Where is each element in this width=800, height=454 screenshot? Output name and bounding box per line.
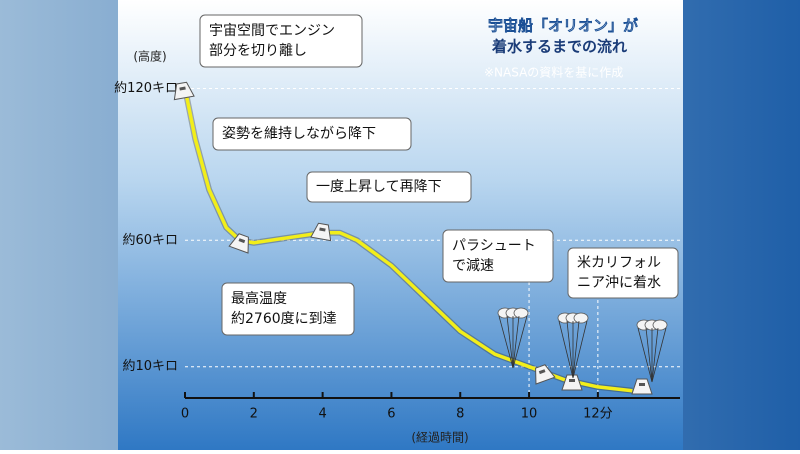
parachute-line (572, 320, 580, 379)
chart-title: 着水するまでの流れ (491, 38, 627, 56)
x-tick-label: 12分 (583, 407, 613, 422)
capsule-icon (310, 222, 332, 242)
annotation-box (199, 14, 363, 68)
capsule-window (238, 238, 246, 244)
x-tick-label: 8 (456, 407, 464, 422)
y-tick-label: 約120キロ (114, 81, 178, 96)
capsule-window (538, 369, 546, 375)
capsule-icon (173, 81, 195, 101)
y-axis-label: (高度) (133, 49, 166, 64)
capsule-body (310, 222, 332, 242)
chart-title: 宇宙船「オリオン」が (488, 17, 639, 35)
y-tick-label: 約60キロ (122, 233, 178, 248)
annotation-box (306, 171, 472, 203)
annotation-text: 部分を切り離し (209, 42, 307, 59)
annotation-text: ニア沖に着水 (577, 275, 661, 291)
capsule-icon (535, 364, 556, 385)
annotation-box (221, 282, 355, 336)
annotation-text: で減速 (452, 257, 494, 274)
capsule-window (319, 227, 326, 232)
capsule-body (173, 81, 195, 101)
annotation-text: 姿勢を維持しながら降下 (222, 126, 376, 142)
capsule-body (631, 378, 653, 395)
annotation-text: 最高温度 (231, 290, 287, 307)
annotation-text: 米カリフォル (577, 255, 661, 271)
parachute-line (651, 327, 659, 383)
annotation-box (567, 247, 679, 299)
parachute-line (498, 315, 514, 369)
annotation-text: 一度上昇して再降下 (316, 179, 442, 195)
parachute-line (572, 320, 588, 379)
capsule-icon (228, 233, 249, 254)
annotation-box (212, 117, 412, 151)
parachute (652, 319, 668, 331)
capsule-icon (631, 378, 653, 395)
parachute (513, 307, 529, 319)
x-tick-label: 2 (250, 407, 258, 422)
x-tick-label: 10 (521, 407, 538, 422)
parachute (573, 312, 589, 324)
source: ※NASAの資料を基に作成 (484, 66, 623, 80)
annotation-text: 宇宙空間でエンジン (209, 23, 335, 39)
annotation-text: 約2760度に到達 (231, 311, 337, 327)
parachute-line (558, 320, 574, 379)
capsule-window (639, 383, 645, 386)
parachute-line (651, 327, 667, 383)
parachute-line (566, 320, 574, 379)
parachute-line (645, 327, 653, 383)
capsule-icon (561, 374, 583, 391)
annotation-text: パラシュート (452, 238, 536, 254)
y-tick-label: 約10キロ (122, 359, 178, 374)
capsule-window (569, 379, 575, 382)
parachute-line (637, 327, 653, 383)
parachute-line (506, 315, 514, 369)
panel (118, 0, 683, 450)
altitude-line (183, 88, 633, 393)
parachute-line (512, 315, 528, 369)
parachute-line (512, 315, 520, 369)
x-axis-label: (経過時間) (411, 431, 468, 445)
x-tick-label: 4 (318, 407, 326, 422)
capsule-body (561, 374, 583, 391)
capsule-body (535, 364, 556, 385)
annotation-box (442, 229, 554, 283)
x-tick-label: 0 (181, 407, 189, 422)
capsule-window (179, 86, 186, 91)
capsule-body (228, 233, 249, 254)
x-tick-label: 6 (387, 407, 395, 422)
